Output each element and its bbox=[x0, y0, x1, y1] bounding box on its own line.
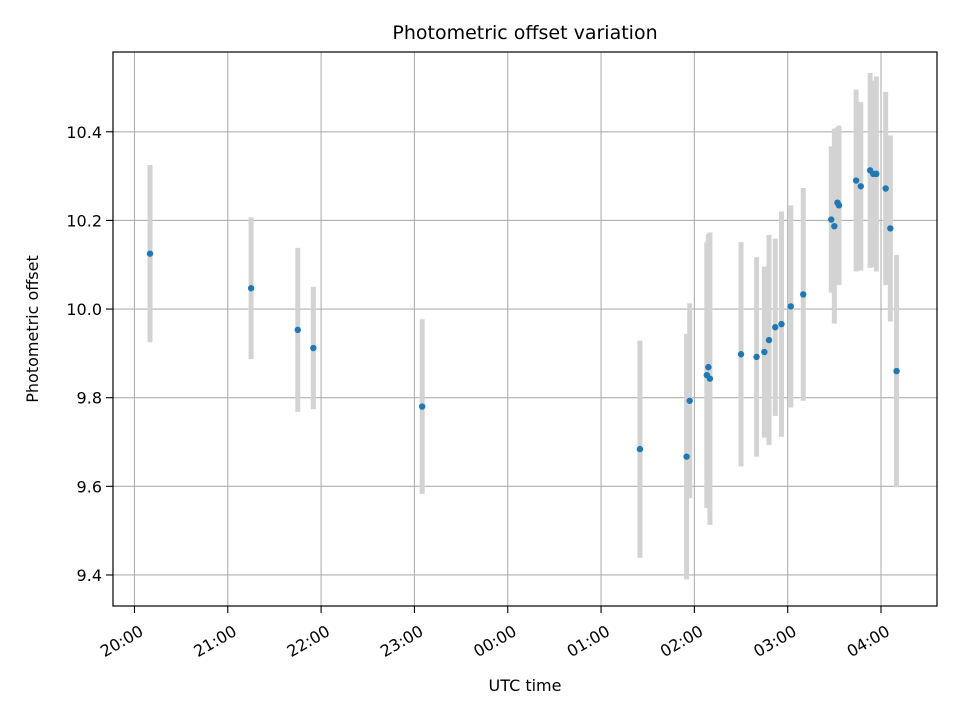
data-point bbox=[636, 445, 644, 453]
data-point bbox=[686, 397, 693, 404]
y-tick-label: 10.4 bbox=[66, 123, 102, 142]
chart-title: Photometric offset variation bbox=[392, 22, 657, 44]
x-axis-label: UTC time bbox=[489, 676, 562, 695]
plot-area bbox=[113, 52, 937, 606]
data-point bbox=[873, 170, 880, 178]
data-point bbox=[146, 250, 154, 257]
plot-frame bbox=[112, 51, 938, 607]
data-point bbox=[761, 348, 768, 356]
y-tick-label: 9.8 bbox=[77, 389, 102, 408]
y-tick-label: 10.0 bbox=[66, 300, 102, 319]
data-point bbox=[753, 353, 760, 361]
data-point bbox=[778, 320, 785, 328]
data-point bbox=[310, 344, 317, 352]
y-tick-label: 9.4 bbox=[77, 566, 102, 585]
data-points bbox=[146, 167, 900, 460]
data-point bbox=[835, 202, 843, 209]
data-point bbox=[787, 303, 795, 310]
data-point bbox=[831, 222, 838, 230]
data-point bbox=[294, 326, 301, 334]
y-axis-ticks: 9.4 9.6 9.8 10.0 10.2 10.4 bbox=[66, 123, 113, 585]
data-point bbox=[683, 453, 690, 460]
data-point bbox=[828, 216, 835, 223]
data-point bbox=[765, 336, 773, 344]
data-point bbox=[852, 177, 860, 184]
data-point bbox=[418, 403, 426, 410]
data-point bbox=[706, 375, 714, 382]
grid bbox=[113, 52, 937, 606]
data-point bbox=[800, 291, 807, 298]
y-axis-label: Photometric offset bbox=[23, 255, 42, 403]
data-point bbox=[882, 185, 889, 192]
y-tick-label: 10.2 bbox=[66, 211, 102, 230]
data-point bbox=[857, 183, 864, 190]
data-point bbox=[737, 351, 745, 358]
y-tick-label: 9.6 bbox=[77, 477, 102, 496]
data-point bbox=[893, 367, 900, 375]
data-point bbox=[887, 225, 894, 232]
data-point bbox=[247, 285, 255, 292]
data-point bbox=[772, 324, 779, 331]
data-point bbox=[705, 363, 712, 371]
